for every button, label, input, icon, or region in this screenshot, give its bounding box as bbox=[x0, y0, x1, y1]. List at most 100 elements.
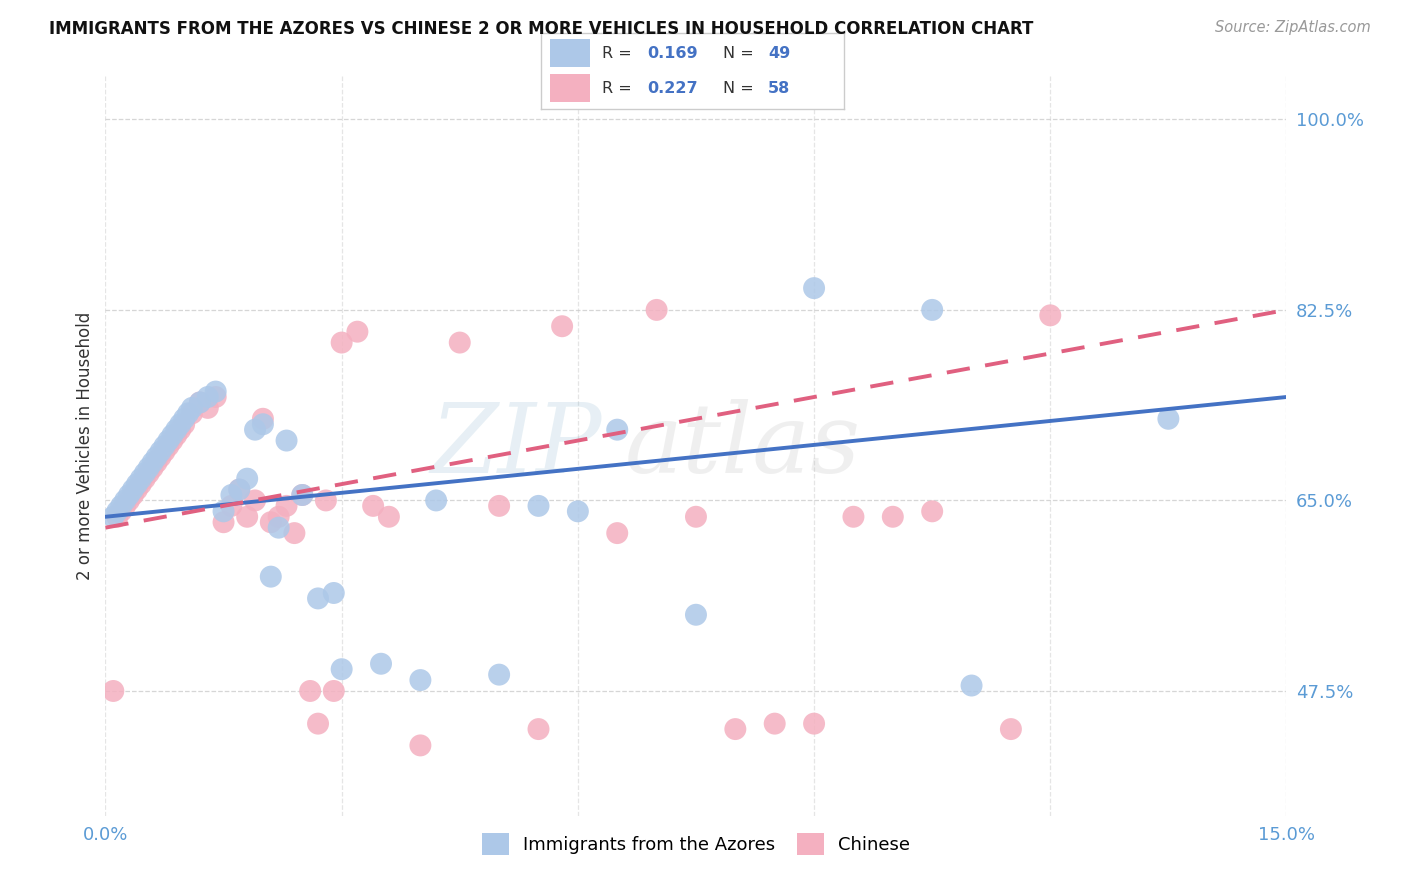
Point bbox=[283, 526, 305, 541]
Point bbox=[567, 504, 589, 518]
Point bbox=[157, 434, 180, 448]
Point bbox=[803, 281, 825, 295]
Point bbox=[260, 569, 283, 583]
Point bbox=[114, 499, 136, 513]
Point bbox=[307, 591, 329, 606]
Point bbox=[142, 460, 165, 475]
Point bbox=[181, 401, 204, 415]
Text: 49: 49 bbox=[768, 46, 790, 61]
Point bbox=[921, 504, 943, 518]
Text: 58: 58 bbox=[768, 81, 790, 95]
Point bbox=[960, 679, 983, 693]
Point bbox=[221, 499, 243, 513]
Point bbox=[315, 493, 337, 508]
Point bbox=[114, 493, 136, 508]
Point bbox=[370, 657, 392, 671]
Point bbox=[204, 390, 226, 404]
Point bbox=[842, 509, 865, 524]
Point bbox=[153, 439, 176, 453]
Point bbox=[685, 509, 707, 524]
Point bbox=[724, 722, 747, 736]
Point bbox=[110, 504, 132, 518]
Text: N =: N = bbox=[723, 46, 759, 61]
Point bbox=[236, 509, 259, 524]
Point bbox=[129, 472, 152, 486]
Point bbox=[378, 509, 401, 524]
Point bbox=[322, 586, 344, 600]
Point bbox=[149, 444, 172, 458]
Point bbox=[1000, 722, 1022, 736]
Point bbox=[122, 483, 145, 497]
Point bbox=[307, 716, 329, 731]
Point bbox=[162, 434, 184, 448]
Point bbox=[267, 509, 290, 524]
Point bbox=[138, 460, 160, 475]
Point bbox=[197, 401, 219, 415]
Point bbox=[169, 417, 191, 432]
Point bbox=[606, 526, 628, 541]
Point bbox=[105, 509, 128, 524]
Point bbox=[188, 395, 211, 409]
Point bbox=[165, 423, 187, 437]
Text: 0.227: 0.227 bbox=[647, 81, 697, 95]
Text: atlas: atlas bbox=[626, 399, 862, 493]
Point bbox=[243, 493, 266, 508]
Point bbox=[409, 673, 432, 687]
Point bbox=[527, 722, 550, 736]
Point bbox=[212, 504, 235, 518]
Point bbox=[551, 319, 574, 334]
Point bbox=[181, 406, 204, 420]
Point bbox=[169, 423, 191, 437]
Point bbox=[212, 515, 235, 529]
Point bbox=[425, 493, 447, 508]
Point bbox=[322, 684, 344, 698]
Text: Source: ZipAtlas.com: Source: ZipAtlas.com bbox=[1215, 20, 1371, 35]
Point bbox=[645, 302, 668, 317]
Point bbox=[921, 302, 943, 317]
Point bbox=[1157, 411, 1180, 425]
Point bbox=[149, 450, 172, 464]
Point bbox=[197, 390, 219, 404]
Point bbox=[162, 428, 184, 442]
Point bbox=[252, 411, 274, 425]
Point bbox=[361, 499, 384, 513]
Legend: Immigrants from the Azores, Chinese: Immigrants from the Azores, Chinese bbox=[474, 826, 918, 863]
Text: N =: N = bbox=[723, 81, 759, 95]
Point bbox=[763, 716, 786, 731]
Point bbox=[125, 483, 148, 497]
Point bbox=[173, 417, 195, 432]
Point bbox=[299, 684, 322, 698]
Point bbox=[488, 499, 510, 513]
Point bbox=[145, 455, 167, 469]
Text: R =: R = bbox=[602, 46, 637, 61]
Point bbox=[221, 488, 243, 502]
Point bbox=[252, 417, 274, 432]
Bar bbox=[550, 74, 589, 102]
Bar bbox=[550, 39, 589, 67]
Text: ZIP: ZIP bbox=[430, 399, 602, 493]
Point bbox=[105, 504, 128, 518]
Point bbox=[145, 450, 167, 464]
Point bbox=[177, 406, 200, 420]
Point bbox=[330, 662, 353, 676]
Point bbox=[236, 472, 259, 486]
Point bbox=[110, 499, 132, 513]
Point bbox=[346, 325, 368, 339]
Point bbox=[267, 521, 290, 535]
Point bbox=[228, 483, 250, 497]
Point bbox=[803, 716, 825, 731]
Point bbox=[142, 455, 165, 469]
Point bbox=[138, 467, 160, 481]
Point bbox=[103, 684, 125, 698]
Y-axis label: 2 or more Vehicles in Household: 2 or more Vehicles in Household bbox=[76, 312, 94, 580]
Point bbox=[1039, 309, 1062, 323]
Point bbox=[685, 607, 707, 622]
Point bbox=[291, 488, 314, 502]
Point bbox=[243, 423, 266, 437]
Point bbox=[188, 395, 211, 409]
Point bbox=[449, 335, 471, 350]
Point bbox=[330, 335, 353, 350]
Point bbox=[882, 509, 904, 524]
Point bbox=[527, 499, 550, 513]
Point bbox=[134, 467, 156, 481]
